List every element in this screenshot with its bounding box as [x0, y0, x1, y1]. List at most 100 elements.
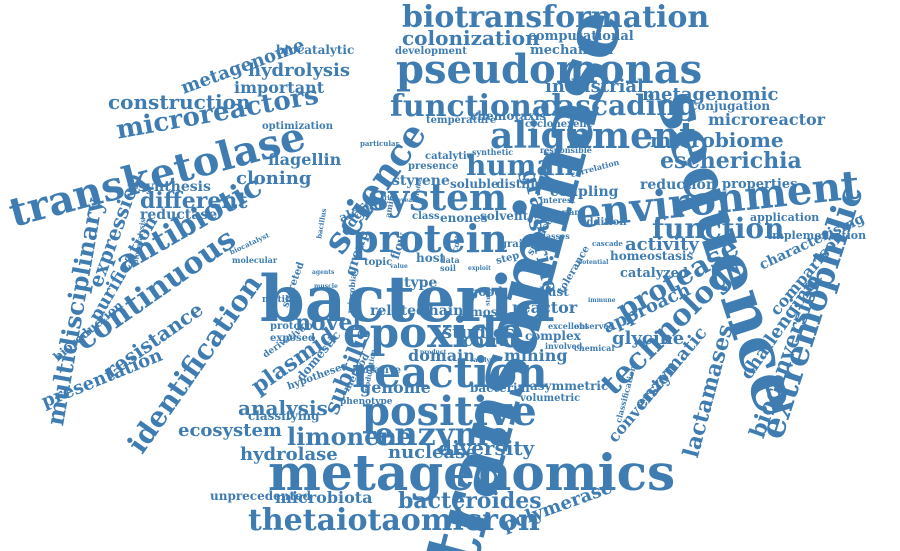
word-product: product — [420, 349, 447, 356]
word-data: data — [440, 255, 460, 265]
word-chiral: chiral — [463, 331, 516, 350]
word-catalyzed: catalyzed — [620, 266, 689, 281]
word-catalyst: catalyst — [470, 357, 497, 364]
word-classifying: classifying — [248, 409, 320, 423]
word-distiller: distiller — [496, 177, 549, 191]
word-motility: motility — [262, 295, 302, 305]
word-development: development — [395, 46, 467, 57]
word-related: related — [370, 303, 426, 319]
word-catalytic: catalytic — [425, 151, 473, 162]
word-excellent: excellent — [548, 321, 589, 331]
word-unprecedented: unprecedented — [210, 489, 312, 503]
word-styrene: styrene — [392, 173, 450, 189]
word-synthetic: synthetic — [472, 147, 514, 157]
word-cascading: cascading — [540, 89, 697, 122]
word-alignment: alignment — [490, 115, 696, 157]
word-metagenomics: metagenomics — [268, 443, 676, 502]
word-topic: topic — [364, 257, 393, 268]
word-soluble: soluble — [450, 177, 499, 191]
word-chemotaxis: chemotaxis — [470, 109, 547, 123]
word-flagellin: flagellin — [268, 150, 342, 169]
word-protein: protein — [352, 216, 508, 261]
word-conjugation: conjugation — [690, 99, 771, 113]
word-limonene: limonene — [287, 422, 413, 451]
word-construction: construction — [108, 90, 251, 114]
word-enones: enones — [440, 211, 488, 225]
word-biotransformation: biotransformation — [402, 0, 710, 35]
word-classes: classes — [538, 231, 570, 241]
word-industrial: industrial — [545, 76, 644, 97]
word-diversity: diversity — [438, 436, 535, 460]
word-microreactor: microreactor — [708, 110, 826, 129]
word-molecular: molecular — [232, 255, 278, 265]
word-chemical: chemical — [574, 343, 615, 353]
word-application: application — [750, 211, 820, 224]
word-value: value — [390, 263, 408, 270]
word-thetaiotaomicron: thetaiotaomicron — [248, 503, 540, 538]
word-nuclease: nuclease — [388, 442, 477, 463]
word-agents: agents — [312, 269, 335, 276]
word-grain: grain — [500, 239, 530, 250]
word-addition: addition — [580, 217, 627, 228]
word-reductase: reductase — [140, 207, 218, 223]
word-chain: chain — [420, 303, 464, 319]
word-type: type — [404, 275, 438, 291]
word-microbiome: microbiome — [650, 128, 784, 152]
word-escherichia: escherichia — [660, 148, 802, 174]
word-domain: domain — [408, 346, 475, 365]
word-positive: positive — [362, 388, 537, 435]
word-reaction: reaction — [352, 348, 548, 397]
word-presence: presence — [408, 161, 459, 172]
word-different: different — [140, 188, 248, 214]
word-epoxide: epoxide — [343, 308, 525, 357]
word-bacteria: bacteria — [260, 262, 555, 337]
word-homeostasis: homeostasis — [610, 249, 694, 263]
word-implementation: implementation — [768, 229, 867, 242]
word-genome: genome — [360, 378, 431, 397]
word-activity: activity — [625, 234, 699, 255]
word-mechanism: mechanism — [530, 43, 614, 58]
word-hydrolase: hydrolase — [240, 444, 338, 465]
word-class: class — [412, 211, 440, 222]
word-dried: dried — [380, 195, 398, 202]
word-cascade: cascade — [592, 239, 623, 248]
word-coupling: coupling — [550, 184, 619, 200]
word-phenotype: phenotype — [340, 397, 393, 407]
word-reveal: reveal — [394, 197, 415, 204]
word-function: function — [652, 212, 785, 245]
word-mining: mining — [504, 346, 568, 365]
word-human: human — [466, 149, 575, 182]
word-potential: potential — [578, 259, 609, 266]
word-glycine: glycine — [612, 328, 685, 349]
word-most: most — [470, 305, 503, 319]
word-robust: robust — [525, 285, 569, 299]
word-variant: variant — [552, 207, 584, 217]
word-putative: putative — [355, 365, 401, 376]
word-reactor: reactor — [512, 298, 578, 317]
word-complex: complex — [525, 329, 581, 343]
word-colonization: colonization — [402, 26, 540, 50]
word-functional: functional — [390, 89, 563, 124]
word-exposed: exposed — [270, 333, 315, 344]
word-biocatalytic: biocatalytic — [276, 43, 355, 57]
word-properties: properties — [722, 177, 798, 192]
word-volumetric: volumetric — [520, 393, 581, 404]
word-bacteroides: bacteroides — [398, 488, 542, 514]
word-analysis: analysis — [238, 396, 328, 420]
word-particular: particular — [360, 139, 400, 148]
word-solvent: solvent — [480, 209, 529, 223]
word-reduction: reduction — [640, 177, 717, 193]
word-exploit: exploit — [468, 265, 491, 272]
word-bacterial: bacterial — [470, 381, 530, 395]
word-computational: computational — [528, 29, 634, 44]
word-cloning: cloning — [236, 168, 312, 189]
word-host: host — [416, 251, 446, 265]
word-system: system — [368, 177, 508, 219]
word-ecosystem: ecosystem — [178, 420, 282, 441]
word-asymmetric: asymmetric — [530, 379, 609, 393]
word-temperature: temperature — [426, 115, 497, 126]
word-important: important — [234, 78, 325, 97]
word-optimization: optimization — [262, 121, 333, 132]
word-interest: interest — [540, 195, 576, 205]
